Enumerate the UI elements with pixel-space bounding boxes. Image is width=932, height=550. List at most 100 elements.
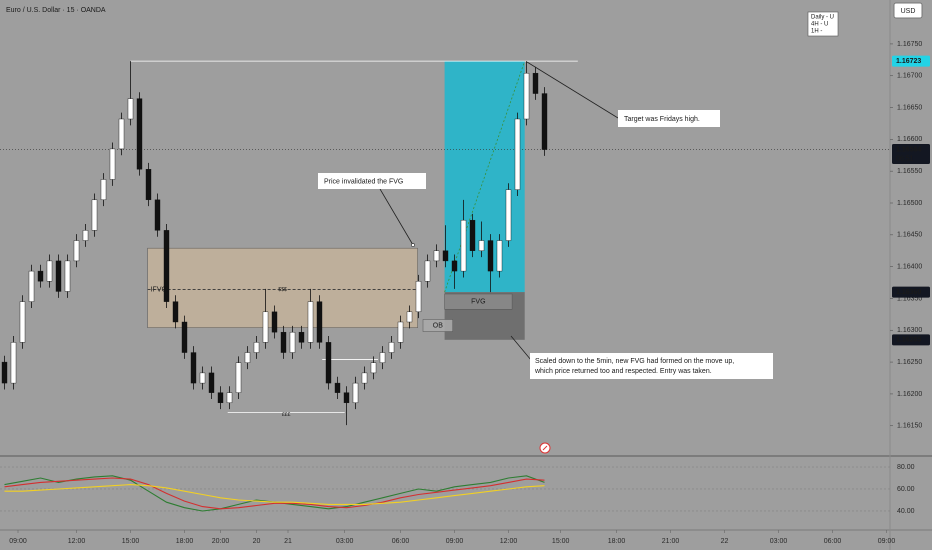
x-tick-label: 09:00 [9,538,27,545]
candle-body [82,230,89,241]
level-label: £££ [282,412,291,418]
candle-body [379,352,386,363]
candle-body [406,311,413,323]
price-marker [892,55,930,67]
callout-pointer [510,335,532,361]
x-tick-label: 18:00 [608,538,626,545]
y-tick-label: 1.16400 [897,263,922,270]
candle-body [487,240,494,272]
candle-body [541,93,548,150]
y-tick-label: 1.16150 [897,423,922,430]
x-tick-label: 06:00 [824,538,842,545]
replay-icon-glyph[interactable] [542,445,548,451]
candle-body [478,240,485,251]
x-tick-label: 18:00 [176,538,194,545]
candle-body [73,240,80,262]
x-tick-label: 09:00 [878,538,896,545]
x-tick-label: 22 [721,538,729,545]
candle-body [109,148,116,180]
price-marker-label: 1.16285 [896,337,921,344]
candle-body [352,382,359,404]
y-tick-label: 1.16700 [897,73,922,80]
price-marker-label: 1.16360 [896,289,921,296]
indicator-tick-label: 60.00 [897,486,915,493]
candle-body [505,189,512,241]
indicator-line [4,477,545,510]
currency-label[interactable]: USD [901,8,916,15]
candle-body [397,321,404,343]
candle-body [64,260,71,292]
symbol-title: Euro / U.S. Dollar · 15 · OANDA [6,7,106,14]
y-tick-label: 1.16300 [897,327,922,334]
x-tick-label: 15:00 [552,538,570,545]
zone [422,319,453,332]
candle-body [10,342,17,384]
callouts: Price invalidated the FVG Target was Fri… [318,61,773,379]
y-tick-label: 1.16750 [897,41,922,48]
replay-icon[interactable] [539,442,551,454]
x-tick-label: 20:00 [212,538,230,545]
y-tick-label: 1.16350 [897,295,922,302]
candle-body [514,118,521,190]
candle-body [163,230,170,302]
level-label: $$$ [278,287,287,293]
zone [444,293,513,310]
candle-body [289,331,296,353]
y-tick-label: 1.16200 [897,391,922,398]
x-tick-label: 15:00 [122,538,140,545]
callout-pointer [379,188,414,246]
candle-body [136,98,143,170]
price-marker [892,334,930,346]
currency-button[interactable] [893,2,923,19]
candle-body [415,281,422,313]
candle-body [100,179,107,201]
candle-body [145,169,152,201]
candle-body [442,250,449,262]
candle-body [460,219,467,272]
candle-body [532,72,539,94]
callout-text: Price invalidated the FVG [324,178,403,185]
candle-body [325,342,332,384]
candle-body [451,260,458,272]
callout-box [318,173,426,189]
price-marker-label: 1.16584 [896,146,921,153]
candle-body [361,372,368,384]
candle-body [433,250,440,262]
y-tick-label: 1.16250 [897,359,922,366]
x-tick-label: 20 [253,538,261,545]
candle-body [1,361,8,384]
callout-box [618,110,720,127]
x-tick-label: 06:00 [392,538,410,545]
candle-body [262,311,269,343]
candle-body [388,342,395,353]
y-tick-label: 1.16550 [897,168,922,175]
candle-body [334,382,341,393]
candle-body [154,199,161,231]
x-tick-label: 12:00 [68,538,86,545]
x-tick-label: 09:00 [446,538,464,545]
price-marker [892,286,930,298]
x-tick-label: 12:00 [500,538,518,545]
candle-body [118,118,125,150]
callout-dot [411,243,415,247]
candle-body [343,392,350,404]
candle-body [19,301,26,343]
countdown: 06:51 [896,155,914,162]
candle-body [127,98,134,120]
x-tick-label: 03:00 [770,538,788,545]
y-tick-label: 1.16650 [897,104,922,111]
bias-box [807,11,839,37]
candle-body [424,260,431,282]
y-tick-label: 1.16600 [897,136,922,143]
candle-body [199,372,206,384]
candle-body [226,392,233,404]
candle-body [280,331,287,353]
candle-body [469,219,476,251]
zone [147,247,418,328]
candle-body [46,260,53,282]
bias-text: 1H - [811,29,822,35]
callout-text: Scaled down to the 5min, new FVG had for… [535,358,734,365]
zone-label: OB [433,322,443,329]
